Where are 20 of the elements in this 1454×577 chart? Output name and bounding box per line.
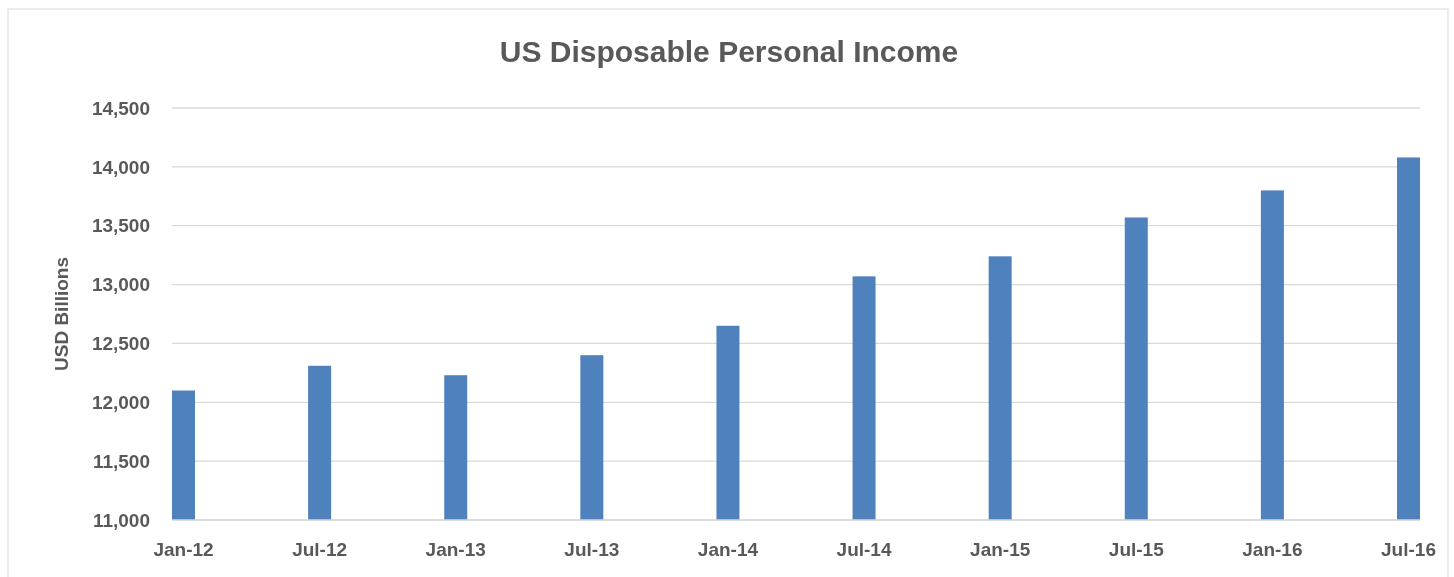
x-tick-label: Jan-13 — [425, 539, 486, 560]
x-tick-label: Jan-14 — [697, 539, 759, 560]
y-tick-label: 14,000 — [91, 156, 150, 178]
x-tick-label: Jul-12 — [292, 539, 348, 560]
y-axis-title: USD Billions — [51, 256, 72, 372]
x-tick-label: Jan-12 — [153, 539, 214, 560]
y-tick-label: 14,500 — [91, 97, 150, 119]
y-tick-label: 11,000 — [92, 509, 150, 531]
x-tick-label: Jul-16 — [1381, 539, 1436, 560]
y-tick-label: 13,500 — [91, 215, 150, 237]
y-tick-label: 12,500 — [91, 333, 150, 355]
x-tick-label: Jan-15 — [970, 539, 1031, 560]
x-tick-label: Jul-15 — [1108, 539, 1165, 560]
chart-title: US Disposable Personal Income — [499, 35, 959, 68]
x-tick-label: Jan-16 — [1242, 539, 1303, 560]
x-tick-label: Jul-13 — [564, 539, 620, 560]
y-tick-label: 12,000 — [91, 391, 150, 413]
y-tick-label: 13,000 — [91, 274, 150, 296]
y-tick-label: 11,500 — [92, 450, 150, 472]
x-tick-label: Jul-14 — [836, 539, 892, 560]
